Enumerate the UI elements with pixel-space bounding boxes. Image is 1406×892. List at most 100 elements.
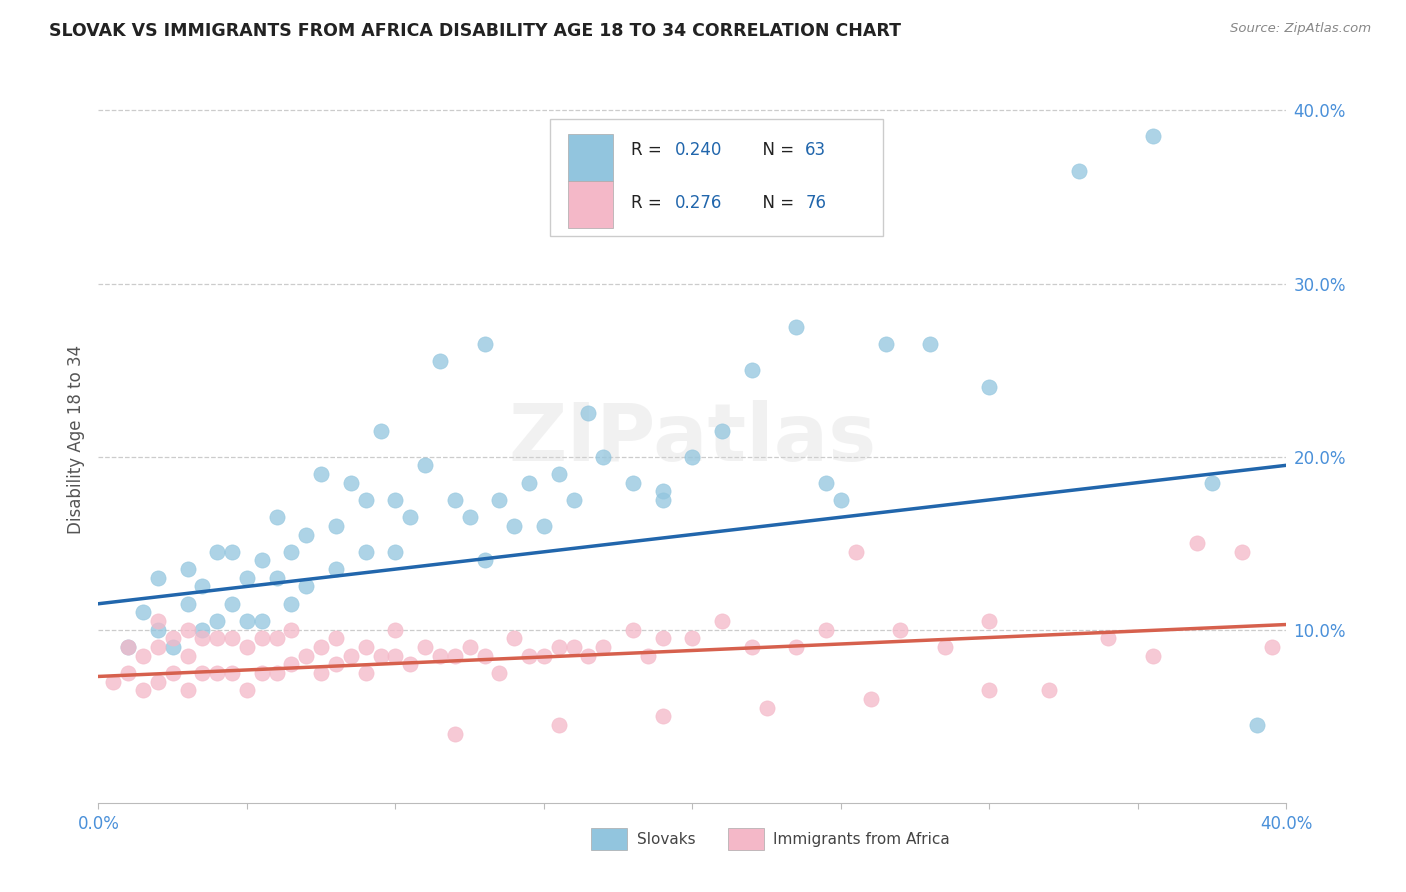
Point xyxy=(280,657,302,672)
Point xyxy=(488,492,510,507)
Point xyxy=(191,632,214,646)
Text: R =: R = xyxy=(631,141,666,159)
Point xyxy=(117,640,139,654)
Point xyxy=(503,519,526,533)
Point xyxy=(815,623,838,637)
Point xyxy=(785,640,807,654)
Point xyxy=(458,640,481,654)
Point xyxy=(875,337,897,351)
Point xyxy=(592,640,614,654)
Point xyxy=(413,458,436,473)
Point xyxy=(354,665,377,680)
Point xyxy=(266,510,288,524)
Point xyxy=(221,545,243,559)
Point xyxy=(176,623,198,637)
Point xyxy=(1260,640,1282,654)
FancyBboxPatch shape xyxy=(568,134,613,181)
Point xyxy=(815,475,838,490)
Text: 63: 63 xyxy=(806,141,827,159)
Point xyxy=(859,692,882,706)
Point xyxy=(503,632,526,646)
Point xyxy=(340,475,363,490)
Point xyxy=(205,614,228,628)
Point xyxy=(458,510,481,524)
Point xyxy=(354,640,377,654)
Point xyxy=(429,354,451,368)
Point xyxy=(340,648,363,663)
Point xyxy=(309,467,332,481)
Point xyxy=(221,665,243,680)
Point xyxy=(236,683,259,698)
Point xyxy=(191,665,214,680)
Point xyxy=(562,492,585,507)
Point xyxy=(578,648,600,663)
Point xyxy=(309,665,332,680)
Point xyxy=(1142,648,1164,663)
Point xyxy=(711,424,734,438)
Point xyxy=(830,492,852,507)
Point xyxy=(191,623,214,637)
Point xyxy=(280,623,302,637)
Text: SLOVAK VS IMMIGRANTS FROM AFRICA DISABILITY AGE 18 TO 34 CORRELATION CHART: SLOVAK VS IMMIGRANTS FROM AFRICA DISABIL… xyxy=(49,22,901,40)
Point xyxy=(236,640,259,654)
Point xyxy=(1067,164,1090,178)
Point xyxy=(488,665,510,680)
Text: 0.276: 0.276 xyxy=(675,194,723,212)
Point xyxy=(741,363,763,377)
Point xyxy=(146,614,169,628)
Point xyxy=(979,380,1001,394)
Point xyxy=(309,640,332,654)
Point xyxy=(474,553,496,567)
FancyBboxPatch shape xyxy=(568,181,613,228)
Point xyxy=(474,648,496,663)
Point xyxy=(266,571,288,585)
Point xyxy=(413,640,436,654)
Point xyxy=(250,632,273,646)
Point xyxy=(845,545,868,559)
Point xyxy=(384,492,406,507)
Point xyxy=(250,614,273,628)
Point xyxy=(1201,475,1223,490)
Point xyxy=(979,614,1001,628)
Text: R =: R = xyxy=(631,194,666,212)
Point xyxy=(325,632,347,646)
Point xyxy=(443,726,465,740)
FancyBboxPatch shape xyxy=(550,120,883,235)
Point xyxy=(384,545,406,559)
Point xyxy=(533,519,555,533)
Point xyxy=(533,648,555,663)
Point xyxy=(146,623,169,637)
Point xyxy=(651,709,673,723)
Point xyxy=(651,632,673,646)
Point xyxy=(547,718,569,732)
Point xyxy=(755,700,778,714)
Point xyxy=(979,683,1001,698)
Point xyxy=(205,545,228,559)
Text: N =: N = xyxy=(752,194,799,212)
Point xyxy=(117,665,139,680)
Point xyxy=(920,337,942,351)
Point xyxy=(681,450,703,464)
Point xyxy=(295,648,318,663)
Point xyxy=(1038,683,1060,698)
Point xyxy=(399,657,422,672)
Point xyxy=(517,475,540,490)
Point xyxy=(1187,536,1209,550)
Point xyxy=(280,545,302,559)
Point xyxy=(176,562,198,576)
Point xyxy=(117,640,139,654)
Point xyxy=(547,467,569,481)
Point xyxy=(325,657,347,672)
Point xyxy=(370,648,392,663)
Point xyxy=(162,640,184,654)
Point xyxy=(162,632,184,646)
Point xyxy=(132,606,155,620)
Point xyxy=(221,632,243,646)
Point xyxy=(325,562,347,576)
Point xyxy=(266,632,288,646)
Point xyxy=(146,674,169,689)
Point xyxy=(637,648,659,663)
Point xyxy=(621,623,644,637)
Point xyxy=(443,492,465,507)
Text: 76: 76 xyxy=(806,194,827,212)
